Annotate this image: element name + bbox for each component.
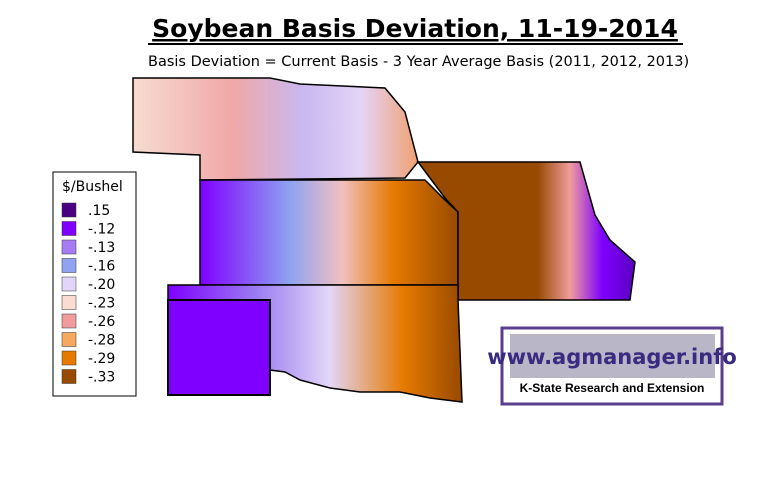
map <box>132 77 636 403</box>
legend-swatch <box>61 350 77 366</box>
legend-swatch <box>61 276 77 292</box>
legend-title: $/Bushel <box>62 179 123 195</box>
logo-url: www.agmanager.info <box>487 345 737 369</box>
subtitle: Basis Deviation = Current Basis - 3 Year… <box>148 54 689 70</box>
legend-label: -.20 <box>88 277 115 293</box>
legend-swatch <box>61 202 77 218</box>
legend-label: -.16 <box>88 259 115 275</box>
legend-swatch <box>61 332 77 347</box>
legend-swatch <box>61 369 77 384</box>
legend-swatch <box>61 295 77 310</box>
legend-swatch <box>61 258 77 273</box>
missouri <box>416 161 636 301</box>
nebraska <box>132 77 419 181</box>
title: Soybean Basis Deviation, 11-19-2014 <box>152 14 678 43</box>
legend-label: -.23 <box>88 296 115 312</box>
legend-label: -.28 <box>88 333 115 349</box>
legend-label: -.12 <box>88 222 115 238</box>
legend-label: -.33 <box>88 370 115 386</box>
legend: $/Bushel .15 -.12 -.13 -.16 -.20 -.23 -.26 -.28… <box>52 171 137 397</box>
legend-swatch <box>61 221 77 236</box>
kansas <box>199 179 459 286</box>
legend-swatch <box>61 313 77 329</box>
panhandle-region <box>167 299 271 396</box>
logo: www.agmanager.info K-State Research and … <box>487 326 737 406</box>
logo-org: K-State Research and Extension <box>520 381 705 395</box>
legend-label: -.29 <box>88 351 115 367</box>
legend-label: .15 <box>88 203 110 219</box>
legend-items: .15 -.12 -.13 -.16 -.20 -.23 -.26 -.28 -.29 -.33 <box>61 202 115 386</box>
legend-swatch <box>61 239 77 255</box>
logo-bg <box>510 334 715 378</box>
legend-label: -.26 <box>88 314 115 330</box>
legend-label: -.13 <box>88 240 115 256</box>
